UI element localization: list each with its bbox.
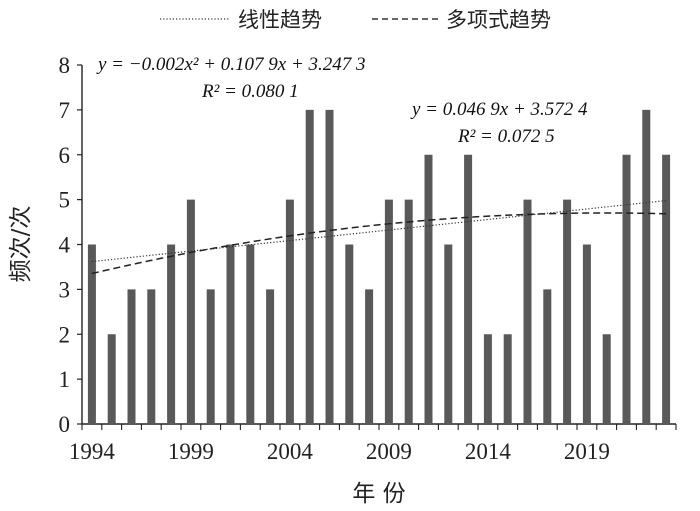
x-tick-label: 1999 <box>168 439 214 464</box>
y-axis-ticks <box>77 64 82 425</box>
bar-2002 <box>246 244 255 424</box>
bar-2020 <box>602 334 611 424</box>
linear-trendline <box>91 199 667 263</box>
y-axis-tick-labels: 0 1 2 3 4 5 6 7 8 <box>59 53 71 437</box>
bar-2010 <box>404 199 413 424</box>
bar-2004 <box>285 199 294 424</box>
x-tick-label: 1994 <box>69 439 116 464</box>
y-tick-label: 0 <box>59 412 71 437</box>
bar-2022 <box>642 109 651 424</box>
x-tick-label: 2019 <box>564 439 610 464</box>
legend-linear-label: 线性趋势 <box>238 8 322 32</box>
bar-1995 <box>107 334 116 424</box>
bar-2017 <box>543 289 552 424</box>
bar-2018 <box>563 199 572 424</box>
bar-1996 <box>127 289 136 424</box>
y-tick-label: 4 <box>59 233 71 258</box>
bar-2007 <box>345 244 354 424</box>
y-tick-label: 8 <box>59 53 71 78</box>
bar-2012 <box>444 244 453 424</box>
bar-2003 <box>266 289 275 424</box>
bar-2021 <box>622 154 631 424</box>
bar-1994 <box>87 244 96 424</box>
linear-r2: R² = 0.072 5 <box>457 126 555 147</box>
y-axis-title: 频次/次 <box>8 206 34 283</box>
bar-2023 <box>662 154 671 424</box>
bar-2015 <box>503 334 512 424</box>
x-tick-label: 2009 <box>366 439 412 464</box>
bar-2006 <box>325 109 334 424</box>
bar-2014 <box>483 334 492 424</box>
y-tick-label: 3 <box>59 277 71 302</box>
bar-1998 <box>167 244 176 424</box>
x-tick-label: 2014 <box>465 439 512 464</box>
y-tick-label: 7 <box>59 98 71 123</box>
x-tick-label: 2004 <box>267 439 314 464</box>
bar-1999 <box>186 199 195 424</box>
bar-2005 <box>305 109 314 424</box>
bar-2016 <box>523 199 532 424</box>
x-axis-ticks <box>81 424 677 430</box>
polynomial-trendline <box>91 212 667 275</box>
bar-2009 <box>384 199 393 424</box>
bar-2019 <box>582 244 591 424</box>
x-axis-tick-labels: 1994 1999 2004 2009 2014 2019 <box>69 439 610 464</box>
y-tick-label: 1 <box>59 367 71 392</box>
linear-equation: y = 0.046 9x + 3.572 4 <box>410 99 588 120</box>
bar-2013 <box>464 154 473 424</box>
y-tick-label: 2 <box>59 322 71 347</box>
bar-2011 <box>424 154 433 424</box>
y-tick-label: 5 <box>59 188 71 213</box>
legend-poly-label: 多项式趋势 <box>446 8 551 32</box>
bar-2000 <box>206 289 215 424</box>
bar-series <box>87 109 671 424</box>
bar-2001 <box>226 244 235 424</box>
x-axis-title: 年 份 <box>352 481 405 507</box>
bar-1997 <box>147 289 156 424</box>
polynomial-equation: y = −0.002x² + 0.107 9x + 3.247 3 <box>96 54 366 75</box>
bar-2008 <box>365 289 374 424</box>
legend: 线性趋势 多项式趋势 <box>160 8 551 32</box>
polynomial-r2: R² = 0.080 1 <box>201 81 299 102</box>
y-tick-label: 6 <box>59 143 71 168</box>
